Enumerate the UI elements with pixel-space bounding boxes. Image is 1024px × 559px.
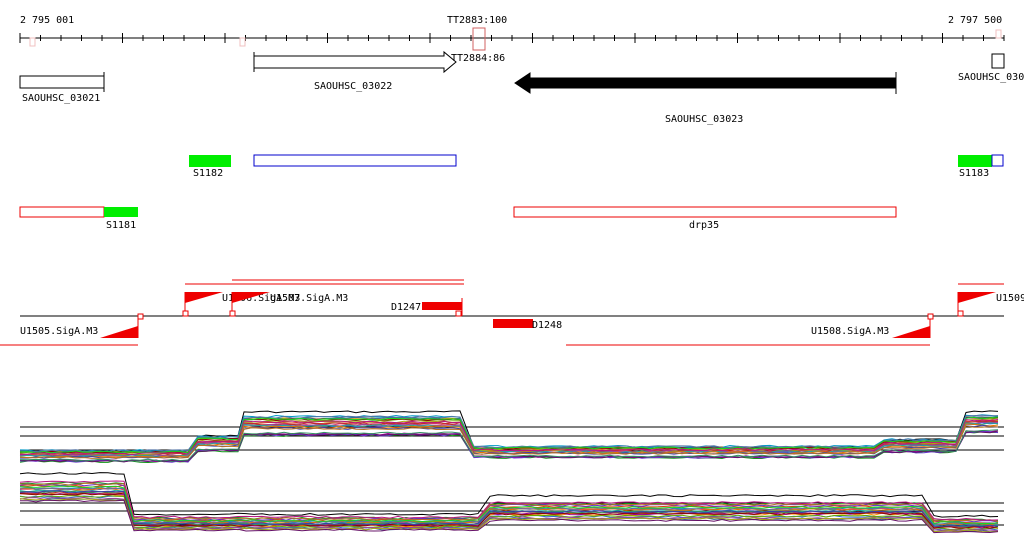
promoter-label: U1507.SigA.M3 xyxy=(270,293,348,304)
expression-track-forward xyxy=(19,410,1004,464)
expression-trace xyxy=(20,499,999,534)
expression-trace xyxy=(19,472,999,518)
expression-trace xyxy=(19,492,999,529)
ruler-small-marker xyxy=(995,29,1002,39)
expression-trace xyxy=(19,498,999,533)
srna-label: S1182 xyxy=(193,168,223,179)
srna-s1183[interactable]: S1183 xyxy=(958,154,1004,179)
promoter-u1509[interactable]: U1509 xyxy=(957,292,1024,317)
coordinate-ruler: 2 795 001 2 797 500 TT2883:100 xyxy=(19,15,1005,51)
promoter-label: U1505.SigA.M3 xyxy=(20,326,98,337)
expression-track-reverse xyxy=(19,472,1004,534)
region-drp35[interactable]: drp35 xyxy=(513,206,897,231)
srna-s1181[interactable]: S1181 xyxy=(19,206,138,231)
expression-trace xyxy=(19,495,999,531)
expression-trace xyxy=(19,425,999,459)
srna-label: S1181 xyxy=(106,220,136,231)
srna-track: S1182 S1183 S1181 drp35 xyxy=(19,154,1004,231)
expression-trace xyxy=(19,429,999,462)
gene-label: SAOUHSC_03022 xyxy=(314,81,392,92)
ruler-marker-box[interactable] xyxy=(472,27,486,51)
srna-label: S1183 xyxy=(959,168,989,179)
deletion-label: D1248 xyxy=(532,320,562,331)
ruler-small-marker xyxy=(239,37,246,47)
expression-trace xyxy=(19,480,999,521)
promoter-u1508[interactable]: U1508.SigA.M3 xyxy=(811,313,934,338)
ruler-marker-label: TT2883:100 xyxy=(447,15,507,26)
expression-trace xyxy=(19,410,999,454)
ruler-small-marker xyxy=(29,37,36,47)
promoter-u1507[interactable]: U1507.SigA.M3 xyxy=(229,292,348,317)
gene-label: SAOUHSC_03023 xyxy=(665,114,743,125)
deletion-d1247[interactable]: D1247 xyxy=(391,298,463,317)
gene-label: SAOUHSC_03021 xyxy=(22,93,100,104)
terminator-label: TT2884:86 xyxy=(451,53,505,64)
gene-saouhsc-03023[interactable]: SAOUHSC_03023 xyxy=(514,72,897,125)
gene-saouhsc-0302x[interactable]: SAOUHSC_030 xyxy=(958,53,1024,83)
region-label: drp35 xyxy=(689,220,719,231)
expression-trace xyxy=(19,419,999,456)
gene-track: SAOUHSC_03021 SAOUHSC_03022 TT2884:86 SA… xyxy=(19,50,1024,125)
ruler-start-label: 2 795 001 xyxy=(20,15,74,26)
promoter-track: U1505.SigA.M3 U1506.SigA.M3 U1507.SigA.M… xyxy=(0,279,1024,346)
deletion-label: D1247 xyxy=(391,302,421,313)
expression-trace xyxy=(19,490,999,527)
blue-feature-box[interactable] xyxy=(253,154,457,167)
promoter-label: U1508.SigA.M3 xyxy=(811,326,889,337)
promoter-label: U1506.SigA.M3 xyxy=(222,293,300,304)
gene-label: SAOUHSC_030 xyxy=(958,72,1024,83)
deletion-d1248[interactable]: D1248 xyxy=(493,319,562,331)
expression-trace xyxy=(19,414,999,452)
gene-saouhsc-03022[interactable]: SAOUHSC_03022 xyxy=(253,50,457,92)
expression-trace xyxy=(19,485,999,525)
srna-s1182[interactable]: S1182 xyxy=(189,155,231,179)
promoter-u1506[interactable]: U1506.SigA.M3 xyxy=(182,292,300,317)
promoter-label: U1509 xyxy=(996,293,1024,304)
promoter-u1505[interactable]: U1505.SigA.M3 xyxy=(20,313,144,338)
expression-trace xyxy=(19,416,999,454)
gene-saouhsc-03021[interactable]: SAOUHSC_03021 xyxy=(19,72,105,104)
ruler-end-label: 2 797 500 xyxy=(948,15,1002,26)
expression-trace xyxy=(19,422,999,458)
